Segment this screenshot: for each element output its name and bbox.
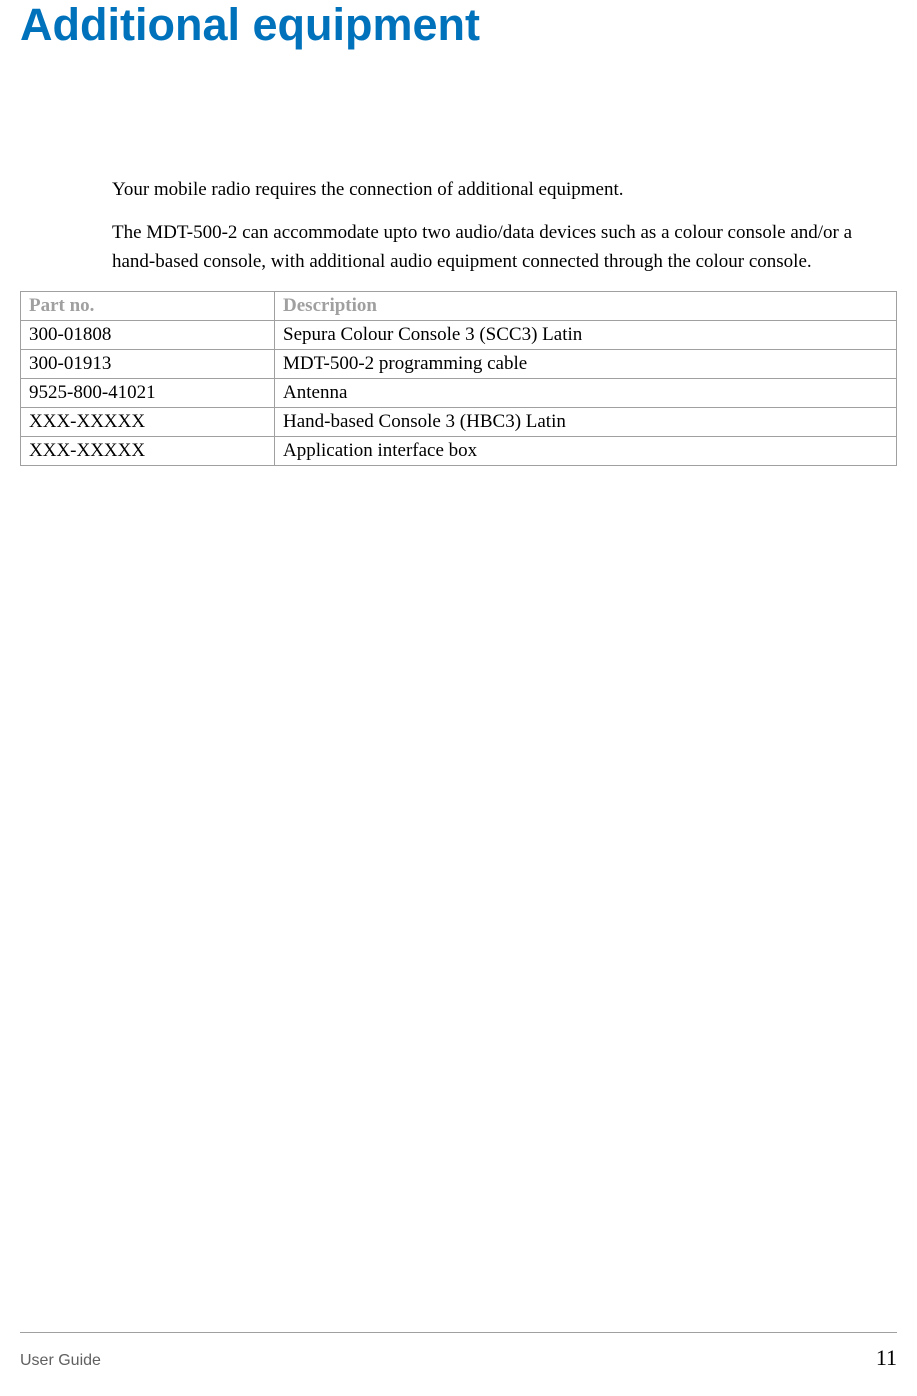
table-header-row: Part no. Description xyxy=(21,291,897,320)
description-cell: MDT-500-2 programming cable xyxy=(275,349,897,378)
intro-paragraph-2: The MDT-500-2 can accommodate upto two a… xyxy=(112,218,897,277)
part-number-cell: 9525-800-41021 xyxy=(21,378,275,407)
page-footer: User Guide 11 xyxy=(20,1332,897,1371)
part-number-cell: XXX-XXXXX xyxy=(21,436,275,465)
table-row: XXX-XXXXX Hand-based Console 3 (HBC3) La… xyxy=(21,407,897,436)
part-number-cell: 300-01913 xyxy=(21,349,275,378)
footer-doc-title: User Guide xyxy=(20,1352,101,1370)
table-row: 9525-800-41021 Antenna xyxy=(21,378,897,407)
description-cell: Antenna xyxy=(275,378,897,407)
page-title: Additional equipment xyxy=(0,0,917,50)
content-area: Your mobile radio requires the connectio… xyxy=(0,50,917,466)
part-number-cell: XXX-XXXXX xyxy=(21,407,275,436)
description-cell: Hand-based Console 3 (HBC3) Latin xyxy=(275,407,897,436)
table-row: 300-01808 Sepura Colour Console 3 (SCC3)… xyxy=(21,320,897,349)
intro-paragraph-1: Your mobile radio requires the connectio… xyxy=(112,175,897,204)
part-number-cell: 300-01808 xyxy=(21,320,275,349)
description-cell: Sepura Colour Console 3 (SCC3) Latin xyxy=(275,320,897,349)
table-header-description: Description xyxy=(275,291,897,320)
table-row: XXX-XXXXX Application interface box xyxy=(21,436,897,465)
table-header-part: Part no. xyxy=(21,291,275,320)
table-row: 300-01913 MDT-500-2 programming cable xyxy=(21,349,897,378)
equipment-table: Part no. Description 300-01808 Sepura Co… xyxy=(20,291,897,466)
footer-page-number: 11 xyxy=(876,1345,897,1371)
description-cell: Application interface box xyxy=(275,436,897,465)
